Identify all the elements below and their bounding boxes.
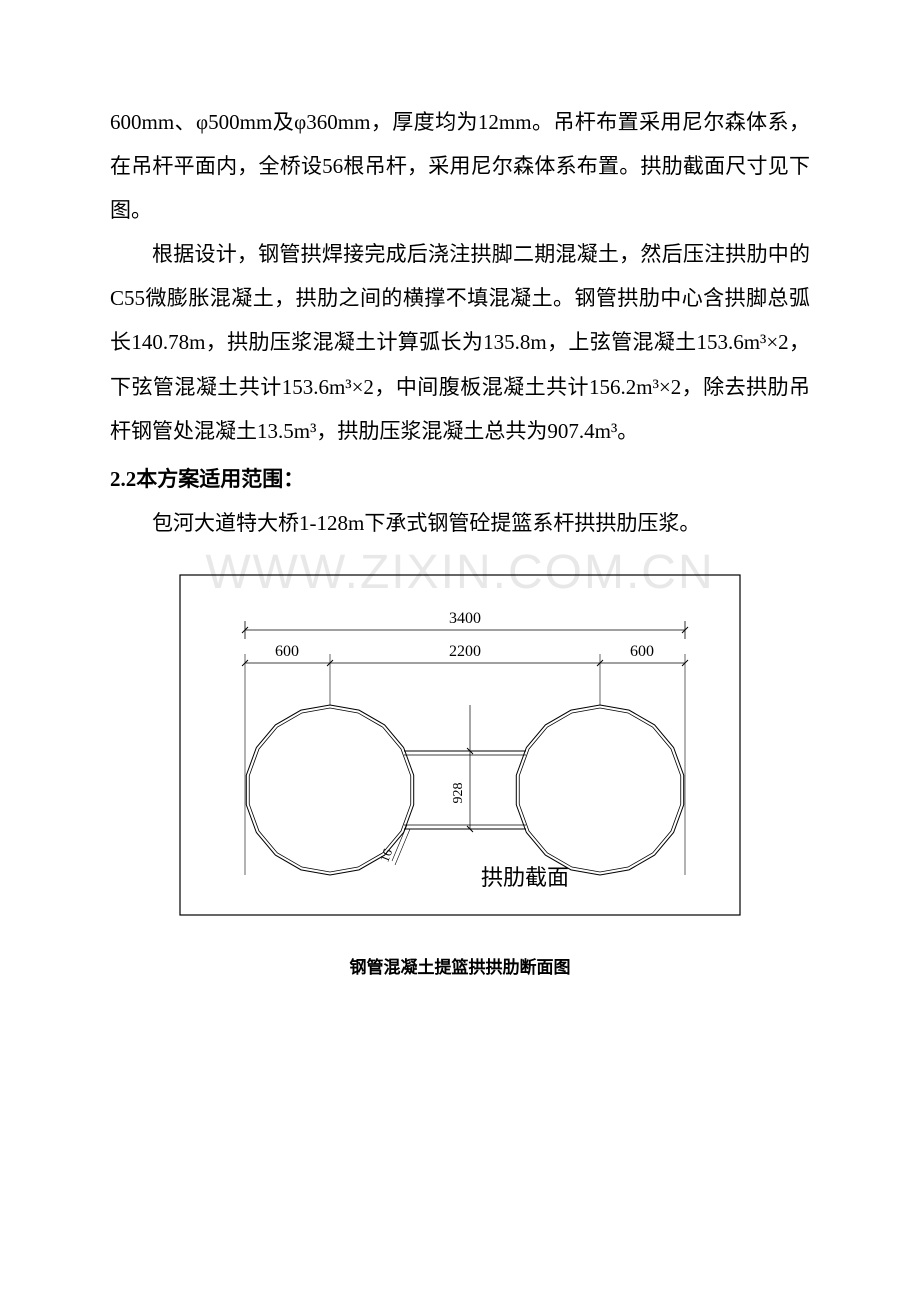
svg-text:600: 600 bbox=[275, 643, 299, 660]
right-tube bbox=[516, 705, 683, 875]
dim-segments: 600 2200 600 bbox=[242, 643, 688, 875]
svg-text:928: 928 bbox=[451, 782, 466, 803]
dim-3400: 3400 bbox=[242, 610, 688, 639]
figure-caption: 钢管混凝土提篮拱拱肋断面图 bbox=[110, 953, 810, 978]
diagram-container: 3400 600 2200 600 bbox=[110, 565, 810, 925]
paragraph-3: 包河大道特大桥1-128m下承式钢管砼提篮系杆拱拱肋压浆。 bbox=[110, 501, 810, 545]
svg-text:16: 16 bbox=[376, 846, 395, 864]
arch-rib-diagram: 3400 600 2200 600 bbox=[170, 565, 750, 925]
paragraph-1: 600mm、φ500mm及φ360mm，厚度均为12mm。吊杆布置采用尼尔森体系… bbox=[110, 100, 810, 232]
dim-928: 928 bbox=[451, 705, 477, 832]
svg-text:600: 600 bbox=[630, 643, 654, 660]
page-content: 600mm、φ500mm及φ360mm，厚度均为12mm。吊杆布置采用尼尔森体系… bbox=[110, 100, 810, 978]
section-heading: 2.2本方案适用范围： bbox=[110, 457, 810, 501]
svg-text:3400: 3400 bbox=[449, 610, 481, 627]
diagram-label: 拱肋截面 bbox=[481, 865, 569, 890]
paragraph-2: 根据设计，钢管拱焊接完成后浇注拱脚二期混凝土，然后压注拱肋中的C55微膨胀混凝土… bbox=[110, 232, 810, 452]
svg-text:2200: 2200 bbox=[449, 643, 481, 660]
